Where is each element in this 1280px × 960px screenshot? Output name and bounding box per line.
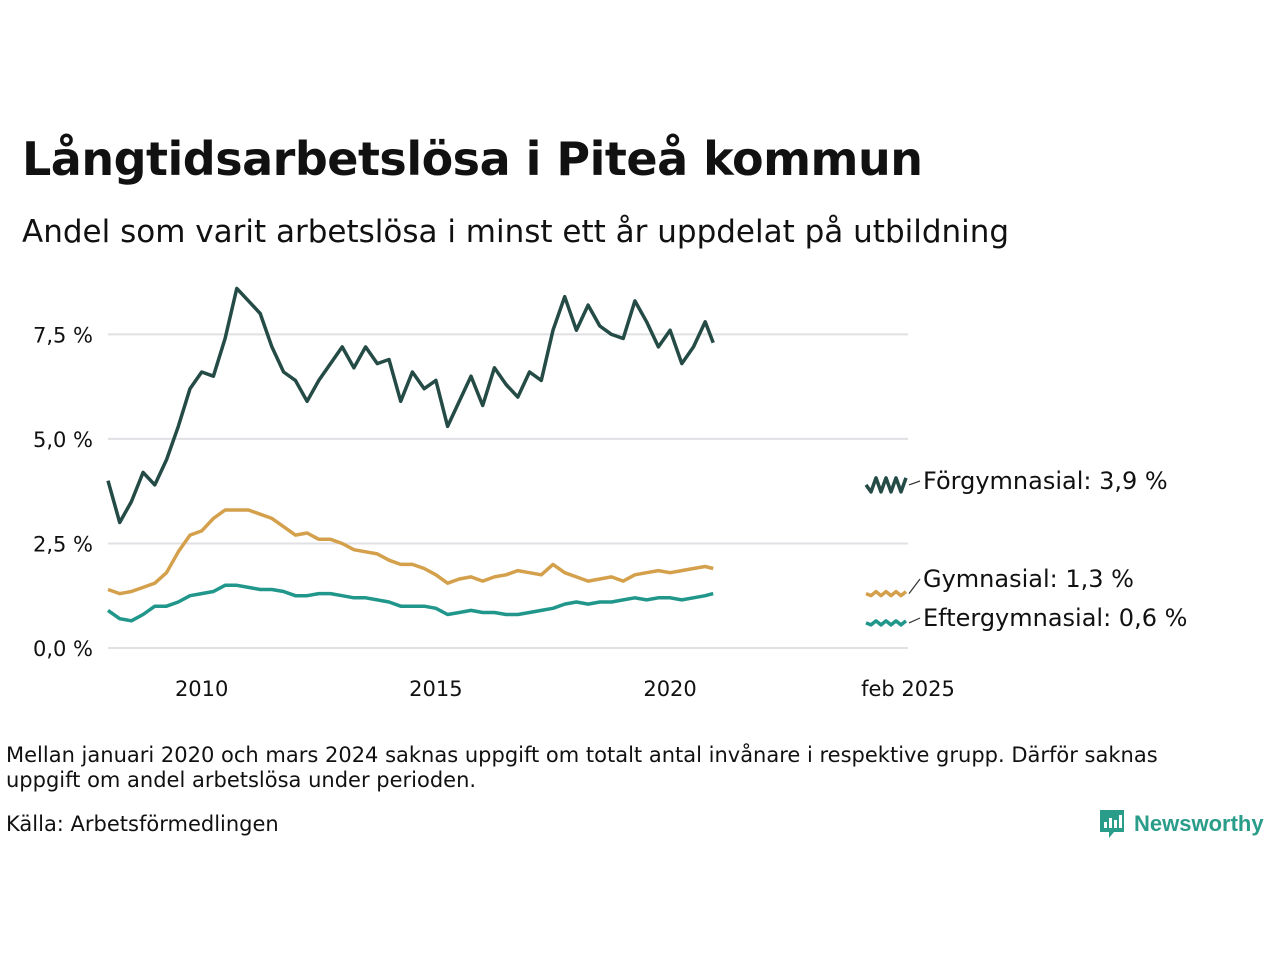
- series-end-label: Gymnasial: 1,3 %: [923, 565, 1134, 593]
- label-leader-line: [908, 617, 921, 624]
- newsworthy-logo[interactable]: Newsworthy: [1098, 808, 1264, 840]
- chart-title: Långtidsarbetslösa i Piteå kommun: [22, 132, 923, 186]
- x-tick-label: 2010: [175, 677, 228, 701]
- gridlines: [108, 333, 908, 649]
- bar-chart-logo-icon: [1100, 810, 1124, 838]
- x-tick-label: 2020: [643, 677, 696, 701]
- label-leader-line: [908, 578, 921, 594]
- series-end-marker: [865, 589, 908, 598]
- series-end-marker: [864, 476, 908, 494]
- series-end-label: Eftergymnasial: 0,6 %: [923, 604, 1187, 632]
- chart-subtitle: Andel som varit arbetslösa i minst ett å…: [22, 214, 1010, 250]
- series-end-label: Förgymnasial: 3,9 %: [923, 467, 1168, 495]
- source-credit: Källa: Arbetsförmedlingen: [6, 812, 279, 836]
- series-end-marker: [865, 619, 908, 627]
- y-tick-label: 0,0 %: [33, 637, 93, 661]
- y-axis: 0,0 % 2,5 % 5,0 % 7,5 %: [33, 323, 93, 661]
- x-tick-label: 2015: [409, 677, 462, 701]
- series-line: [106, 286, 715, 525]
- x-tick-label: feb 2025: [861, 677, 955, 701]
- y-tick-label: 5,0 %: [33, 428, 93, 452]
- series-line: [106, 583, 714, 623]
- label-leader-line: [908, 480, 921, 486]
- line-chart: 0,0 % 2,5 % 5,0 % 7,5 % 2010 2015 2020 feb 202…: [33, 286, 1187, 701]
- series-line: [107, 508, 714, 596]
- x-axis: 2010 2015 2020 feb 2025: [175, 677, 955, 701]
- series-end-markers: Förgymnasial: 3,9 % Gymnasial: 1,3 % Efter…: [864, 467, 1187, 632]
- y-tick-label: 7,5 %: [33, 323, 93, 347]
- series-lines: [106, 286, 715, 623]
- brand-name: Newsworthy: [1134, 811, 1264, 836]
- footnote: Mellan januari 2020 och mars 2024 saknas…: [6, 743, 1158, 792]
- y-tick-label: 2,5 %: [33, 532, 93, 556]
